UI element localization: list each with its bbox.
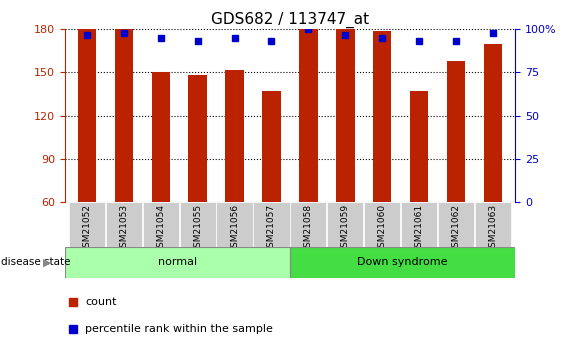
FancyBboxPatch shape xyxy=(327,202,363,247)
Text: GSM21054: GSM21054 xyxy=(156,204,165,253)
Text: GSM21059: GSM21059 xyxy=(341,204,350,253)
Bar xyxy=(225,70,244,202)
FancyBboxPatch shape xyxy=(290,247,515,278)
Bar xyxy=(262,91,281,202)
FancyBboxPatch shape xyxy=(217,202,253,247)
Text: GSM21060: GSM21060 xyxy=(378,204,387,253)
Bar xyxy=(447,61,465,202)
Text: ▶: ▶ xyxy=(43,257,52,267)
FancyBboxPatch shape xyxy=(69,202,105,247)
Text: GSM21052: GSM21052 xyxy=(82,204,91,253)
FancyBboxPatch shape xyxy=(106,202,142,247)
Text: GSM21053: GSM21053 xyxy=(119,204,128,253)
Text: GSM21063: GSM21063 xyxy=(489,204,498,253)
FancyBboxPatch shape xyxy=(253,202,289,247)
Text: GSM21057: GSM21057 xyxy=(267,204,276,253)
Bar xyxy=(336,0,355,202)
FancyBboxPatch shape xyxy=(142,202,179,247)
FancyBboxPatch shape xyxy=(438,202,474,247)
Text: Down syndrome: Down syndrome xyxy=(358,257,448,267)
FancyBboxPatch shape xyxy=(401,202,437,247)
FancyBboxPatch shape xyxy=(65,247,290,278)
Text: GSM21062: GSM21062 xyxy=(452,204,461,253)
Text: disease state: disease state xyxy=(1,257,70,267)
Text: count: count xyxy=(85,297,117,306)
FancyBboxPatch shape xyxy=(180,202,216,247)
Text: GSM21056: GSM21056 xyxy=(230,204,239,253)
Title: GDS682 / 113747_at: GDS682 / 113747_at xyxy=(211,12,369,28)
Bar xyxy=(299,0,318,202)
FancyBboxPatch shape xyxy=(475,202,511,247)
Bar xyxy=(373,31,391,202)
Bar xyxy=(115,0,133,202)
Text: GSM21055: GSM21055 xyxy=(193,204,202,253)
Bar xyxy=(484,44,502,202)
Bar xyxy=(151,72,170,202)
FancyBboxPatch shape xyxy=(291,202,327,247)
Bar xyxy=(78,0,96,202)
Text: GSM21061: GSM21061 xyxy=(415,204,424,253)
FancyBboxPatch shape xyxy=(364,202,400,247)
Bar xyxy=(410,91,428,202)
Text: percentile rank within the sample: percentile rank within the sample xyxy=(85,325,273,334)
Text: GSM21058: GSM21058 xyxy=(304,204,313,253)
Bar xyxy=(189,75,207,202)
Text: normal: normal xyxy=(158,257,197,267)
